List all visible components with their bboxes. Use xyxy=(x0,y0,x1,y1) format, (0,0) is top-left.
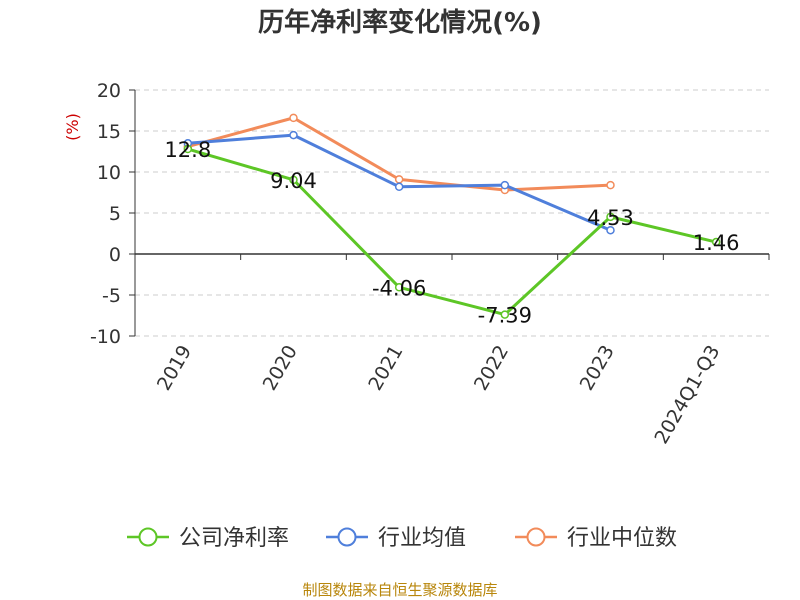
x-tick-label: 2024Q1-Q3 xyxy=(650,342,724,448)
data-point xyxy=(394,175,404,184)
data-label: -7.39 xyxy=(478,304,532,328)
data-point xyxy=(289,175,298,185)
data-label: 4.53 xyxy=(587,206,634,230)
y-axis-label: (%) xyxy=(63,113,82,141)
data-point xyxy=(394,283,404,292)
series-line xyxy=(187,147,717,317)
data-label: -4.06 xyxy=(372,276,426,300)
data-label: 9.04 xyxy=(270,169,317,193)
data-point xyxy=(711,237,721,247)
legend-label: 公司净利率 xyxy=(179,526,289,551)
x-tick-label: 2021 xyxy=(364,342,407,395)
y-tick-label: 20 xyxy=(97,80,121,102)
legend-marker xyxy=(337,527,357,547)
legend-label: 行业均值 xyxy=(378,526,466,551)
data-point xyxy=(606,180,615,190)
chart-title: 历年净利率变化情况(%) xyxy=(258,8,542,38)
data-point xyxy=(606,212,615,222)
data-point xyxy=(500,180,510,190)
y-tick-label: 5 xyxy=(109,203,121,225)
x-tick-label: 2022 xyxy=(470,342,513,395)
data-point xyxy=(394,182,404,192)
y-tick-label: 0 xyxy=(109,244,121,266)
legend-label: 行业中位数 xyxy=(567,526,677,551)
data-label: 12.8 xyxy=(164,138,211,162)
legend-marker xyxy=(138,527,158,547)
data-label: 1.46 xyxy=(693,231,740,255)
x-tick-label: 2019 xyxy=(153,342,196,395)
data-point xyxy=(289,130,298,140)
y-tick-label: -5 xyxy=(102,285,121,307)
legend-marker xyxy=(526,527,546,547)
data-point xyxy=(289,113,298,123)
data-point xyxy=(500,310,510,319)
source-note: 制图数据来自恒生聚源数据库 xyxy=(302,581,498,599)
y-tick-label: 10 xyxy=(97,162,121,184)
y-tick-label: 15 xyxy=(97,121,121,143)
x-tick-label: 2020 xyxy=(259,342,302,395)
x-tick-label: 2023 xyxy=(576,342,619,395)
data-point xyxy=(183,144,193,154)
data-point xyxy=(606,225,615,235)
y-tick-label: -10 xyxy=(90,326,121,348)
